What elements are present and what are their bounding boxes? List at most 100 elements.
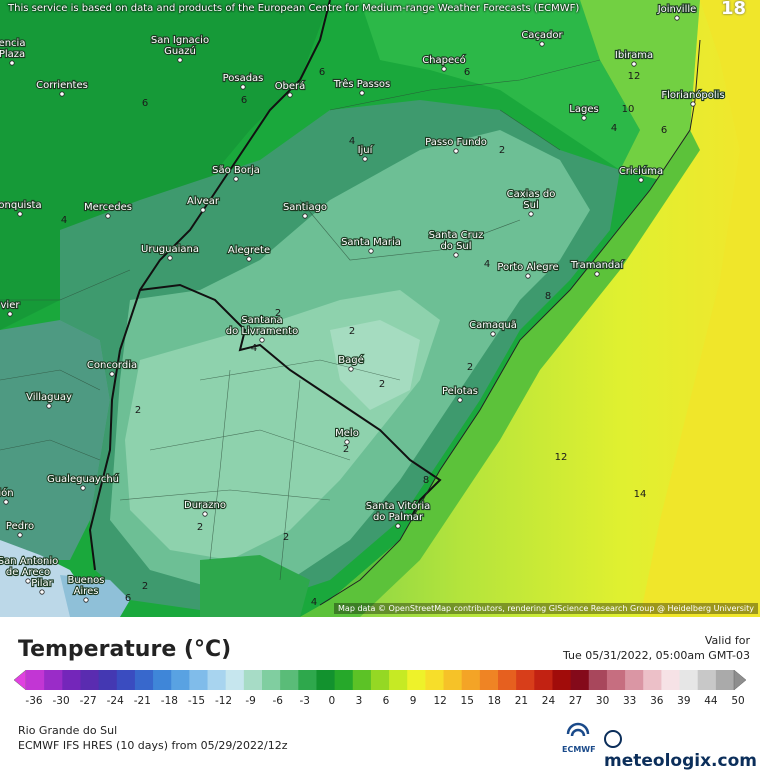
colorbar-segment [479,670,499,690]
colorbar-segment [606,670,626,690]
province-line [149,429,351,461]
colorbar-segment [679,670,699,690]
ecmwf-disclaimer: This service is based on data and produc… [8,3,580,14]
city-marker [539,41,545,47]
city-marker [359,90,365,96]
city-marker [441,66,447,72]
colorbar-segment [443,670,463,690]
colorbar-segment [316,670,336,690]
isotherm-label: 6 [319,67,325,78]
city-marker [490,331,496,337]
border-uruguay-argentina [88,349,121,571]
city-3: Chapecó [421,53,467,72]
city-marker [39,589,45,595]
isotherm-label: 4 [611,123,617,134]
city-label: Villaguay [26,392,72,403]
city-marker [594,271,600,277]
ecmwf-logo-text: ECMWF [562,745,596,754]
isotherm-label: 2 [197,522,203,533]
city-label: Camaquã [469,320,517,331]
colorbar-segment [570,670,590,690]
temp-zone-atlantic [300,0,760,617]
city-marker [25,578,31,584]
city-label: do Sul [440,241,471,252]
city-label: Florianópolis [661,89,724,101]
isotherm-label: 14 [634,489,647,500]
temp-zone-south-uruguay [200,555,310,617]
colorbar-tick-label: 15 [460,695,474,707]
city-label: Joinville [657,4,697,15]
border-argentina-brazil [119,0,331,351]
isotherm-label: 6 [125,593,131,604]
temp-zone-cold-spot [330,320,420,410]
colorbar-tick-label: -3 [299,695,311,707]
isotherm-label: 10 [622,104,635,115]
city-marker [368,248,374,254]
city-19: Santa Maria [340,236,402,254]
city-8: Três Passos [332,77,391,96]
city-marker [453,252,459,258]
isotherm-label: 2 [283,532,289,543]
colorbar-ticks: -36 -30 -27 -24 -21 -18 -15 -12 -9 -6 -3 0 3 6 9 12 15 18… [0,695,760,709]
city-11: Ijuí [356,143,375,162]
colorbar-tick-label: -15 [187,695,206,707]
city-24: Tramandaí [569,258,625,277]
valid-time: Tue 05/31/2022, 05:00am GMT-03 [562,649,750,662]
meteologix-brand-text: meteologix.com [604,751,757,771]
colorbar-segment [280,670,299,690]
province-line [0,369,101,391]
city-label: vier [1,300,21,311]
city-label: Caxias do [507,189,556,200]
isotherm-label: 4 [251,343,257,354]
province-line [0,439,101,461]
city-14: Criciúma [618,164,664,183]
city-label: Três Passos [333,78,391,90]
isotherm-label: 8 [423,475,429,486]
province-line [329,59,601,111]
city-label: Tramandaí [570,259,625,271]
colorbar-tick-label: -6 [272,695,283,707]
province-line [119,489,331,501]
colorbar-tick-label: 6 [382,695,390,707]
city-23: Porto Alegre [496,261,560,279]
city-label: São Borja [212,165,260,176]
city-label: Porto Alegre [497,262,558,273]
city-marker [3,499,9,505]
city-marker [690,101,696,107]
colorbar-tick-label: 27 [568,695,583,707]
isotherm-label: 12 [628,71,641,82]
city-label: Aires [74,586,99,597]
colorbar-segment [334,670,354,690]
isotherm-label: 2 [379,379,385,390]
colorbar-segment [116,670,136,690]
isotherm-label: 6 [142,98,148,109]
city-label: Concordia [87,360,137,371]
city-17: Santiago [282,201,328,219]
city-marker [105,213,111,219]
city-label: San Antonio [0,556,58,567]
city-28: Concordia [86,359,138,377]
city-marker [17,532,23,538]
city-40: onquista [0,199,43,217]
city-marker [200,207,206,213]
city-marker [46,403,52,409]
city-label: Guazú [164,45,196,57]
city-marker [59,91,65,97]
colorbar-tick-label: 0 [328,695,336,707]
temp-zone-entre-rios [0,320,110,560]
colorbar-segment [207,670,227,690]
colorbar-segment [697,670,717,690]
city-12: Passo Fundo [424,136,488,154]
city-marker [17,211,23,217]
city-label: Pelotas [442,386,478,397]
city-41: vier [0,299,21,317]
meteologix-brand[interactable]: meteologix.com [604,730,760,771]
city-label: onquista [0,200,42,211]
city-31: Melo [334,427,360,445]
